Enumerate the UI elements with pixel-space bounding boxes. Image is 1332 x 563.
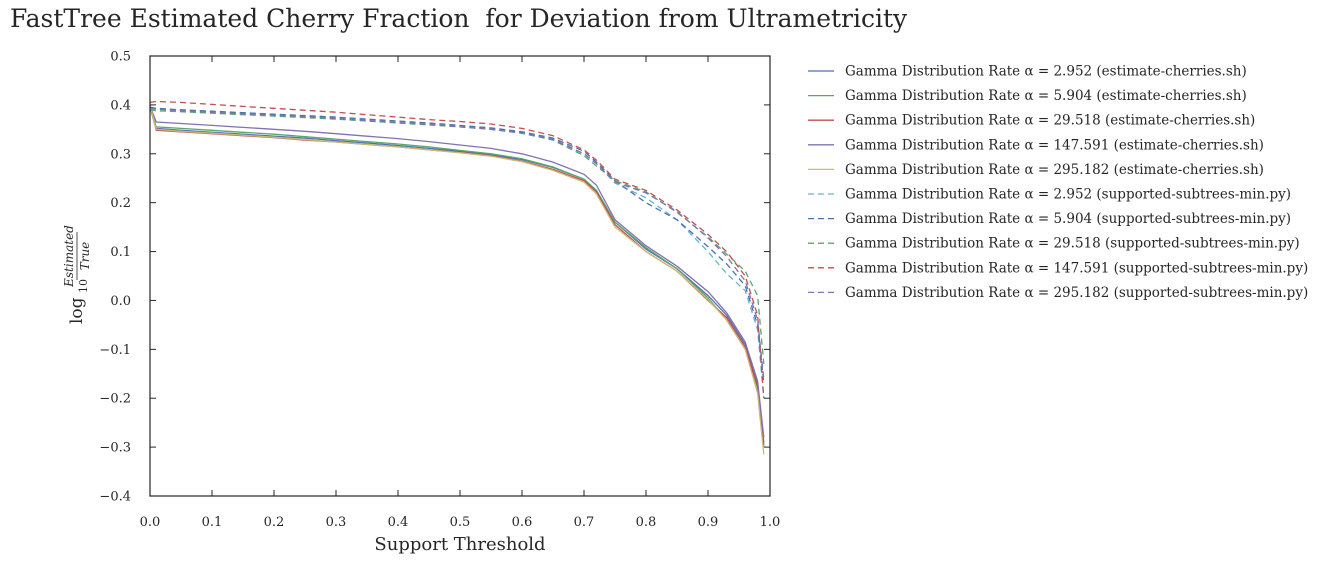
series-line-4 [149,105,765,438]
legend-label: Gamma Distribution Rate α = 29.518 (esti… [845,113,1255,129]
y-tick-label: 0.2 [110,196,131,211]
x-tick-label: 0.2 [264,515,285,530]
x-axis-label: Support Threshold [374,534,545,555]
legend-label: Gamma Distribution Rate α = 147.591 (sup… [845,260,1308,276]
legend-label: Gamma Distribution Rate α = 147.591 (est… [845,137,1264,153]
y-axis-label-denominator: True [78,242,92,271]
series-line-2 [149,105,765,448]
legend-label: Gamma Distribution Rate α = 2.952 (suppo… [845,187,1291,203]
legend-label: Gamma Distribution Rate α = 2.952 (estim… [845,64,1247,80]
legend-entry: Gamma Distribution Rate α = 5.904 (estim… [808,88,1247,104]
y-tick-label: 0.3 [110,147,131,162]
x-tick-label: 0.1 [202,515,223,530]
series-line-1 [149,107,765,443]
x-tick-label: 0.9 [698,515,719,530]
chart-title: FastTree Estimated Cherry Fraction for D… [10,4,908,33]
y-tick-label: 0.5 [110,50,131,65]
legend-label: Gamma Distribution Rate α = 5.904 (estim… [845,88,1247,104]
y-tick-label: −0.4 [99,490,131,505]
legend-label: Gamma Distribution Rate α = 295.182 (est… [845,162,1264,178]
y-tick-label: 0.0 [110,294,131,309]
legend-entry: Gamma Distribution Rate α = 147.591 (est… [808,137,1264,153]
y-axis-label-base: 10 [77,279,90,293]
x-tick-label: 1.0 [760,515,781,530]
legend-entry: Gamma Distribution Rate α = 147.591 (sup… [808,260,1308,276]
legend-entry: Gamma Distribution Rate α = 29.518 (esti… [808,113,1255,129]
y-axis-label: log 10 Estimated True [62,225,92,324]
legend-entry: Gamma Distribution Rate α = 295.182 (est… [808,162,1264,178]
x-tick-label: 0.8 [636,515,657,530]
series-line-7 [149,106,765,384]
x-tick-label: 0.3 [326,515,347,530]
series-line-9 [149,100,765,399]
y-tick-label: 0.1 [110,245,131,260]
x-tick-label: 0.4 [388,515,409,530]
x-tick-label: 0.7 [574,515,595,530]
legend-entry: Gamma Distribution Rate α = 2.952 (estim… [808,64,1247,80]
y-axis-label-numerator: Estimated [62,225,76,288]
legend-entry: Gamma Distribution Rate α = 5.904 (suppo… [808,211,1291,227]
legend-entry: Gamma Distribution Rate α = 29.518 (supp… [808,236,1300,252]
series-line-3 [149,104,765,445]
y-axis-label-log: log [67,297,87,324]
y-tick-label: −0.3 [99,441,131,456]
legend-label: Gamma Distribution Rate α = 29.518 (supp… [845,236,1300,252]
legend-entry: Gamma Distribution Rate α = 2.952 (suppo… [808,187,1291,203]
series-lines [149,100,765,455]
legend: Gamma Distribution Rate α = 2.952 (estim… [808,64,1308,301]
x-tick-label: 0.5 [450,515,471,530]
x-tick-label: 0.6 [512,515,533,530]
legend-label: Gamma Distribution Rate α = 5.904 (suppo… [845,211,1291,227]
y-tick-label: −0.2 [99,392,131,407]
x-tick-label: 0.0 [140,515,161,530]
legend-entry: Gamma Distribution Rate α = 295.182 (sup… [808,285,1308,301]
legend-label: Gamma Distribution Rate α = 295.182 (sup… [845,285,1308,301]
axis-ticks: 0.0 0.1 0.2 0.3 0.4 0.5 0.6 0.7 0.8 0.9 1.0 0.5 0.4 0… [99,50,780,531]
series-line-10 [149,107,765,379]
y-tick-label: 0.4 [110,98,131,113]
series-line-8 [149,109,765,365]
y-tick-label: −0.1 [99,343,131,358]
series-line-5 [149,104,765,455]
